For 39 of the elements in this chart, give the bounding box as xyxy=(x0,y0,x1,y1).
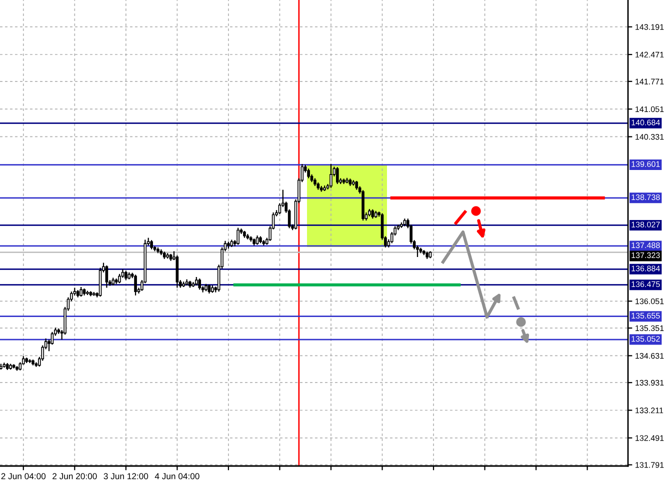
y-tick-label: 141.051 xyxy=(636,106,664,112)
candlestick xyxy=(371,208,374,220)
candlestick xyxy=(198,278,202,290)
candlestick xyxy=(307,168,310,179)
y-tick-label: 133.211 xyxy=(636,408,664,414)
ref-line-label: 137.323 xyxy=(632,252,660,258)
y-tick-label: 133.931 xyxy=(636,380,664,386)
y-tick-label: 141.771 xyxy=(636,78,664,84)
y-tick-label: 143.191 xyxy=(636,24,664,30)
x-tick-label: 4 Jun 04:00 xyxy=(154,473,200,480)
candlestick xyxy=(336,166,339,185)
candlestick xyxy=(105,264,108,288)
y-tick-label: 136.051 xyxy=(636,298,664,304)
candlestick xyxy=(256,234,259,246)
candlestick xyxy=(150,240,153,250)
ref-line-label: 135.052 xyxy=(632,336,660,342)
candlestick xyxy=(80,286,82,298)
y-tick-label: 132.491 xyxy=(636,435,664,441)
candlestick xyxy=(330,163,332,188)
candlestick xyxy=(124,270,128,281)
ref-line-label: 136.475 xyxy=(632,281,660,288)
y-tick-label: 134.631 xyxy=(636,353,664,359)
ref-line-label: 138.738 xyxy=(632,194,660,200)
ref-line-label: 139.601 xyxy=(632,161,660,167)
x-tick-label: 2 Jun 04:00 xyxy=(1,473,46,480)
y-tick-label: 135.351 xyxy=(636,325,664,332)
candlestick xyxy=(236,227,240,246)
candlestick xyxy=(134,274,137,296)
ref-line-label: 136.884 xyxy=(632,266,660,272)
y-tick-label: 131.791 xyxy=(636,462,664,468)
x-tick-label: 2 Jun 20:00 xyxy=(52,473,97,480)
y-tick-label: 140.331 xyxy=(636,134,664,140)
candlestick xyxy=(118,273,121,284)
x-tick-label: 3 Jun 12:00 xyxy=(104,473,148,480)
y-tick-label: 142.471 xyxy=(636,52,664,58)
ref-line-label: 138.027 xyxy=(632,222,660,228)
ref-line-label: 140.684 xyxy=(632,120,660,126)
ref-line-label: 137.488 xyxy=(632,242,660,248)
ref-line-label: 135.655 xyxy=(632,312,660,319)
